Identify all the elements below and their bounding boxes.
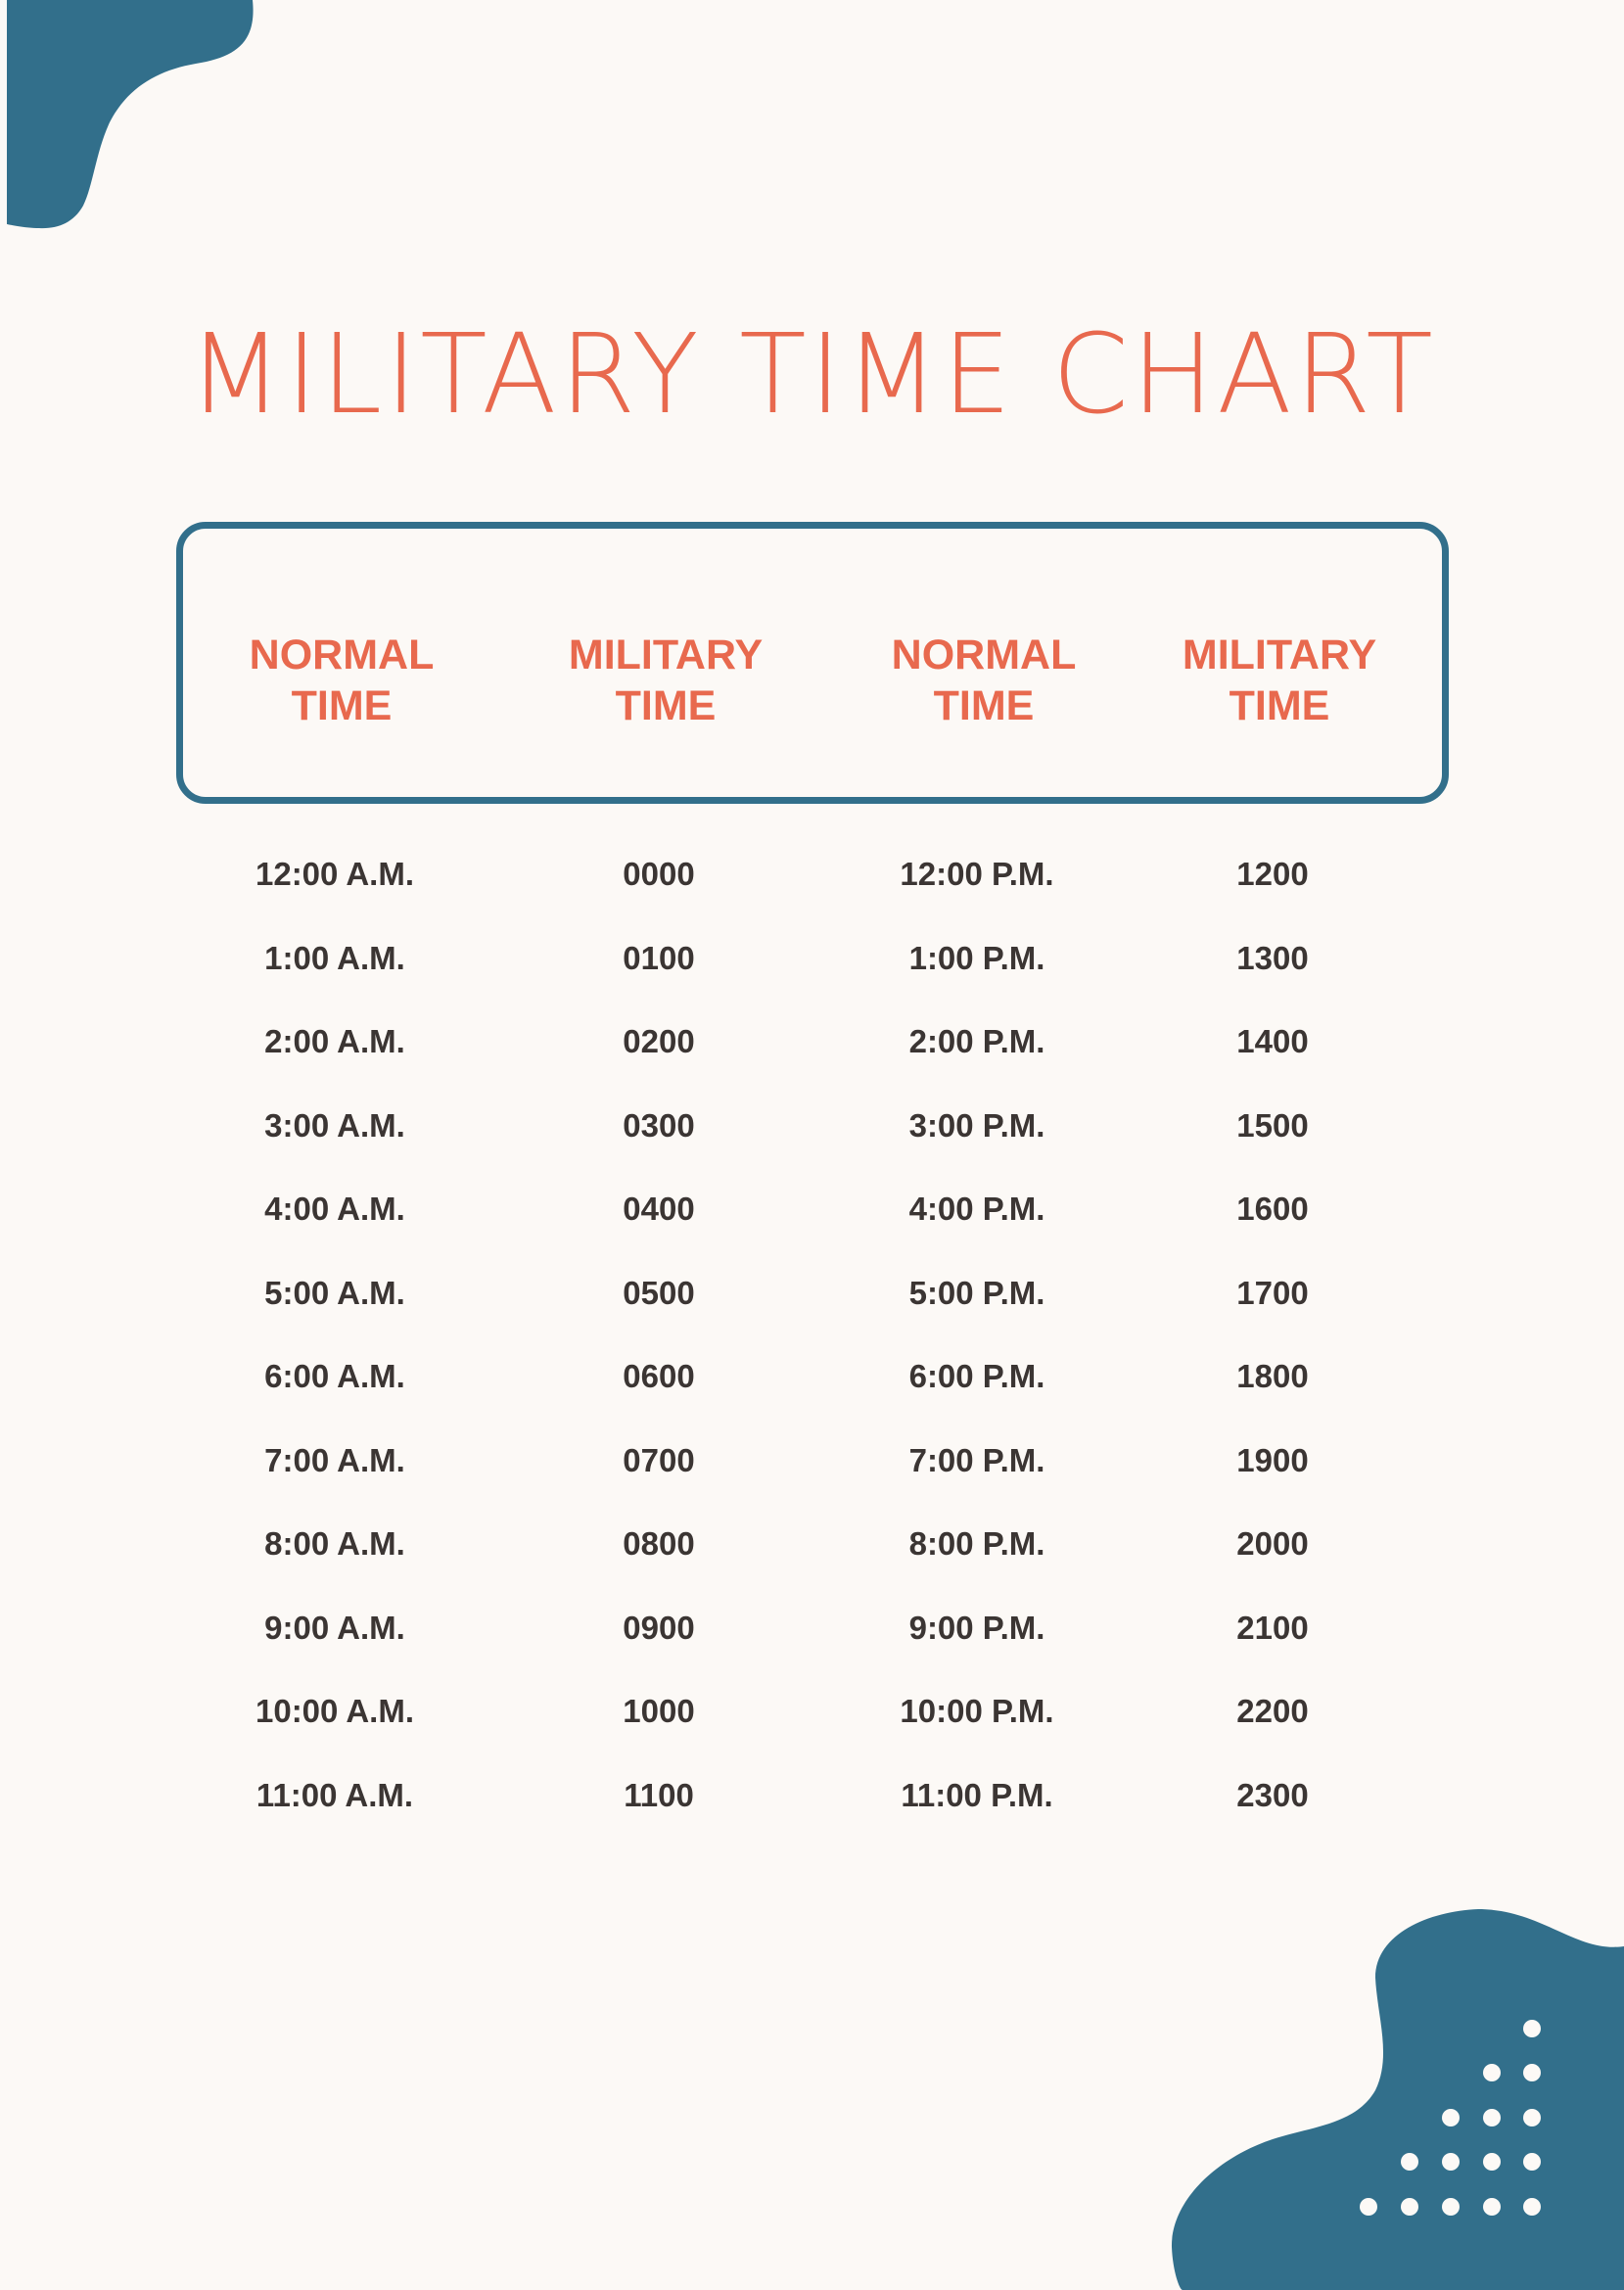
normal-time-cell: 1:00 P.M. [908, 939, 1045, 976]
normal-time-cell: 1:00 A.M. [264, 939, 405, 976]
normal-time-cell: 2:00 P.M. [908, 1023, 1045, 1059]
header-line: TIME [291, 682, 393, 729]
military-time-cell: 0400 [623, 1191, 695, 1227]
normal-time-cell: 7:00 A.M. [264, 1441, 405, 1478]
normal-time-cell: 11:00 P.M. [901, 1776, 1053, 1813]
normal-time-cell: 10:00 P.M. [900, 1693, 1054, 1729]
military-time-cell: 0700 [623, 1441, 695, 1478]
header-box: NORMAL TIME MILITARY TIME NORMAL TIME MILIT… [176, 522, 1449, 804]
page-title: MILITARY TIME CHART [188, 311, 1436, 439]
dot [1442, 2153, 1460, 2171]
military-time-cell: 1900 [1236, 1441, 1309, 1478]
dot [1442, 2198, 1460, 2216]
military-time-cell: 2000 [1236, 1525, 1309, 1562]
table-row: 7:00 A.M. 0700 7:00 P.M. 1900 [0, 1442, 1624, 1501]
normal-time-cell: 2:00 A.M. [264, 1023, 405, 1059]
header-line: TIME [615, 682, 717, 729]
table-row: 4:00 A.M. 0400 4:00 P.M. 1600 [0, 1191, 1624, 1249]
header-line: TIME [1229, 682, 1330, 729]
table-row: 11:00 A.M. 1100 11:00 P.M. 2300 [0, 1777, 1624, 1836]
normal-time-cell: 7:00 P.M. [908, 1441, 1045, 1478]
military-time-cell: 0800 [623, 1525, 695, 1562]
dot [1442, 2109, 1460, 2126]
military-time-cell: 0000 [623, 856, 695, 892]
table-row: 6:00 A.M. 0600 6:00 P.M. 1800 [0, 1358, 1624, 1417]
military-time-cell: 2100 [1236, 1609, 1309, 1646]
military-time-cell: 1300 [1236, 939, 1309, 976]
normal-time-cell: 3:00 A.M. [264, 1106, 405, 1144]
military-time-cell: 1100 [624, 1776, 694, 1813]
normal-time-cell: 8:00 A.M. [264, 1525, 405, 1562]
normal-time-cell: 12:00 P.M. [900, 856, 1054, 892]
military-time-cell: 0900 [623, 1609, 695, 1646]
table-row: 9:00 A.M. 0900 9:00 P.M. 2100 [0, 1610, 1624, 1668]
military-time-cell: 1800 [1236, 1358, 1309, 1394]
dot [1483, 2109, 1501, 2126]
header-normal-time-2: NORMAL TIME [837, 630, 1131, 731]
header-normal-time-1: NORMAL TIME [195, 630, 488, 731]
military-time-cell: 0500 [623, 1274, 695, 1311]
dot [1523, 2153, 1541, 2171]
military-time-cell: 1000 [623, 1693, 695, 1729]
military-time-cell: 2300 [1236, 1776, 1309, 1813]
military-time-cell: 1600 [1236, 1191, 1309, 1227]
military-time-cell: 0100 [623, 939, 695, 976]
dot-pattern [1360, 2020, 1541, 2216]
normal-time-cell: 5:00 A.M. [264, 1274, 405, 1311]
header-military-time-1: MILITARY TIME [519, 630, 812, 731]
normal-time-cell: 4:00 A.M. [264, 1191, 405, 1227]
military-time-cell: 0200 [623, 1023, 695, 1059]
normal-time-cell: 6:00 P.M. [908, 1358, 1045, 1394]
table-row: 3:00 A.M. 0300 3:00 P.M. 1500 [0, 1107, 1624, 1166]
military-time-cell: 1500 [1236, 1106, 1309, 1144]
dot [1401, 2198, 1418, 2216]
bottom-right-blob [1171, 1909, 1624, 2290]
normal-time-cell: 6:00 A.M. [264, 1358, 405, 1394]
normal-time-cell: 11:00 A.M. [255, 1776, 414, 1813]
table-row: 1:00 A.M. 0100 1:00 P.M. 1300 [0, 940, 1624, 999]
military-time-cell: 1700 [1236, 1274, 1309, 1311]
normal-time-cell: 4:00 P.M. [908, 1191, 1045, 1227]
normal-time-cell: 5:00 P.M. [908, 1274, 1045, 1311]
normal-time-cell: 12:00 A.M. [255, 856, 414, 892]
dot [1483, 2064, 1501, 2081]
header-military-time-2: MILITARY TIME [1133, 630, 1426, 731]
dot [1523, 2064, 1541, 2081]
normal-time-cell: 3:00 P.M. [908, 1106, 1045, 1144]
header-line: TIME [933, 682, 1035, 729]
military-time-cell: 0600 [623, 1358, 695, 1394]
dot [1523, 2020, 1541, 2037]
dot [1483, 2153, 1501, 2171]
military-time-cell: 0300 [623, 1106, 695, 1144]
military-time-cell: 2200 [1236, 1693, 1309, 1729]
table-row: 8:00 A.M. 0800 8:00 P.M. 2000 [0, 1525, 1624, 1584]
normal-time-cell: 9:00 A.M. [264, 1609, 405, 1646]
dot [1523, 2198, 1541, 2216]
top-left-blob [7, 0, 254, 229]
table-row: 5:00 A.M. 0500 5:00 P.M. 1700 [0, 1275, 1624, 1333]
dot [1360, 2198, 1377, 2216]
military-time-cell: 1400 [1236, 1023, 1309, 1059]
header-line: MILITARY [1182, 631, 1377, 678]
military-time-cell: 1200 [1236, 856, 1309, 892]
table-row: 10:00 A.M. 1000 10:00 P.M. 2200 [0, 1693, 1624, 1752]
header-line: NORMAL [249, 631, 435, 678]
table-row: 2:00 A.M. 0200 2:00 P.M. 1400 [0, 1023, 1624, 1082]
normal-time-cell: 9:00 P.M. [908, 1609, 1045, 1646]
normal-time-cell: 10:00 A.M. [255, 1693, 414, 1729]
dot [1483, 2198, 1501, 2216]
dot [1523, 2109, 1541, 2126]
table-row: 12:00 A.M. 0000 12:00 P.M. 1200 [0, 856, 1624, 914]
header-line: MILITARY [568, 631, 764, 678]
dot [1401, 2153, 1418, 2171]
normal-time-cell: 8:00 P.M. [908, 1525, 1045, 1562]
header-line: NORMAL [891, 631, 1077, 678]
